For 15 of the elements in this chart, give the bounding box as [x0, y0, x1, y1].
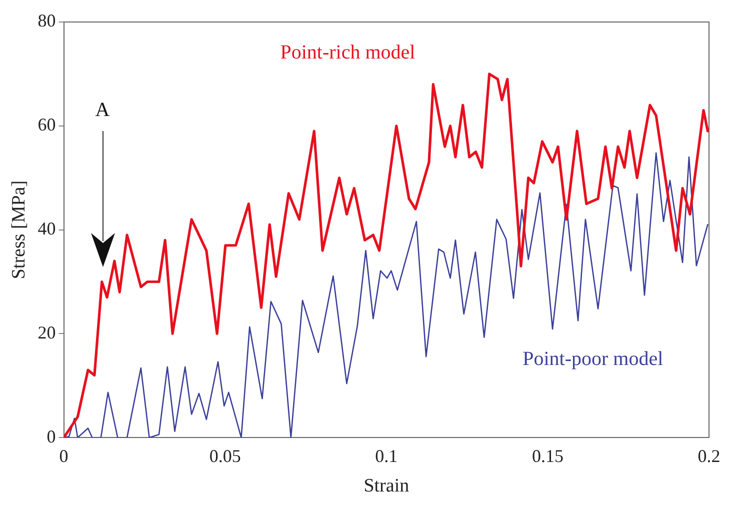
- x-tick-label: 0.05: [209, 446, 241, 466]
- series-label: Point-rich model: [280, 41, 416, 64]
- annotation: A: [94, 99, 111, 122]
- x-tick-label: 0.15: [532, 446, 564, 466]
- x-tick-label: 0.2: [698, 446, 720, 466]
- y-tick-label: 20: [38, 322, 56, 342]
- y-tick-label: 60: [38, 114, 56, 135]
- series-label: Point-poor model: [522, 348, 664, 370]
- x-axis-title: Strain: [364, 476, 410, 497]
- x-tick-label: 0: [59, 446, 68, 466]
- y-tick-label: 0: [46, 426, 56, 446]
- y-axis-title: Stress [MPa]: [8, 180, 30, 280]
- y-tick-label: 80: [38, 10, 56, 31]
- x-tick-label: 0.1: [375, 446, 398, 466]
- y-tick-label: 40: [38, 218, 56, 239]
